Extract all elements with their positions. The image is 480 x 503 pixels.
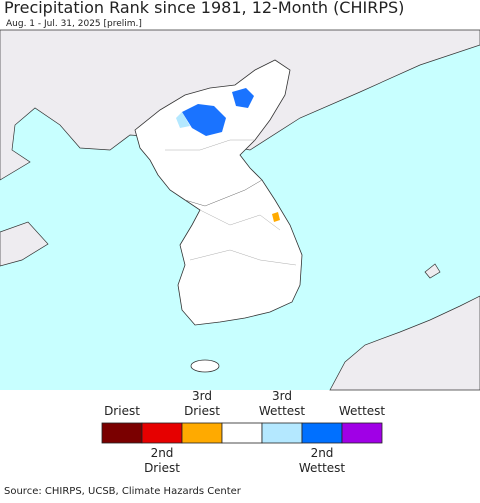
shandong	[0, 221, 49, 267]
border	[184, 179, 263, 207]
wet-area	[176, 112, 190, 128]
legend-label: Wettest	[259, 404, 306, 418]
province-lines	[189, 249, 297, 266]
wet-area	[182, 104, 226, 136]
legend: Driest2ndDriest3rdDriest3rdWettest2ndWet…	[101, 389, 386, 475]
map	[0, 29, 480, 391]
province-lines	[165, 139, 255, 151]
source: Source: CHIRPS, UCSB, Climate Hazards Ce…	[4, 486, 242, 497]
title: Precipitation Rank since 1981, 12-Month …	[4, 0, 404, 17]
legend-swatch	[101, 422, 143, 444]
legend-swatch	[221, 422, 263, 444]
legend-label: 2nd	[311, 446, 334, 460]
korea	[134, 59, 303, 326]
legend-swatch	[341, 422, 383, 444]
legend-swatch	[301, 422, 343, 444]
jeju	[190, 359, 220, 373]
legend-swatch	[141, 422, 183, 444]
subtitle: Aug. 1 - Jul. 31, 2025 [prelim.]	[6, 19, 142, 29]
legend-label: Wettest	[299, 461, 346, 475]
legend-swatch	[261, 422, 303, 444]
legend-label: Wettest	[339, 404, 386, 418]
japan-island	[424, 263, 441, 279]
dry-spot	[272, 212, 280, 222]
legend-swatch	[181, 422, 223, 444]
legend-label: 3rd	[272, 389, 292, 403]
legend-label: Driest	[104, 404, 140, 418]
legend-label: Driest	[184, 404, 220, 418]
province-lines	[199, 209, 281, 231]
legend-label: 3rd	[192, 389, 212, 403]
wet-area	[232, 88, 254, 108]
legend-label: Driest	[144, 461, 180, 475]
legend-label: 2nd	[151, 446, 174, 460]
japan	[329, 295, 480, 391]
